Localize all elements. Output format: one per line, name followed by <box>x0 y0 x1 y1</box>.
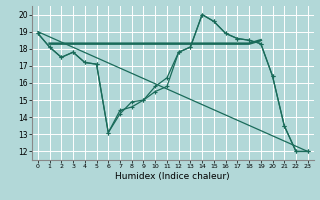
X-axis label: Humidex (Indice chaleur): Humidex (Indice chaleur) <box>116 172 230 181</box>
